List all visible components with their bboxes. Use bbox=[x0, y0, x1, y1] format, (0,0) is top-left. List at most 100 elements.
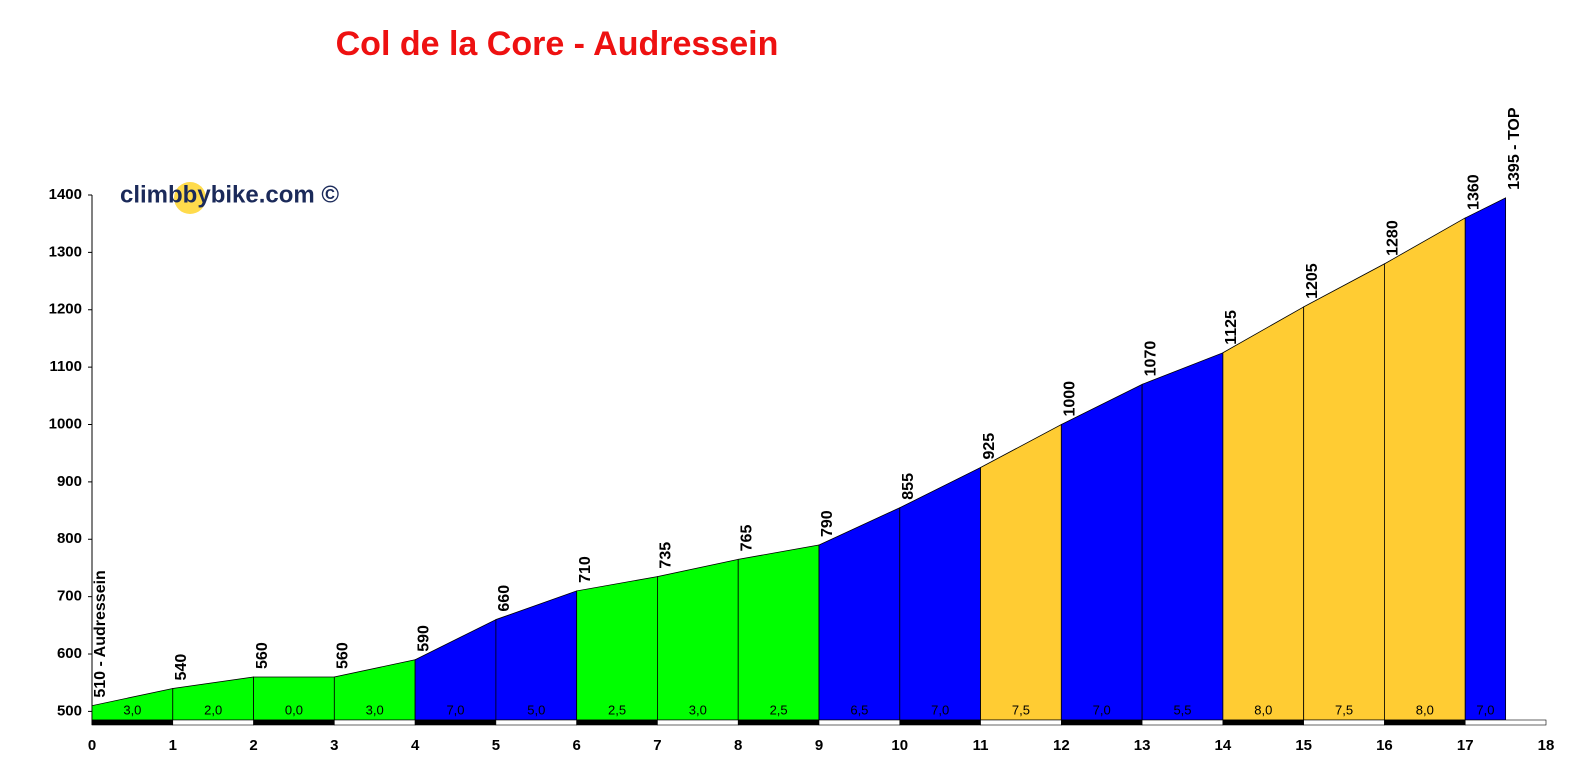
x-tick-label: 2 bbox=[249, 737, 257, 754]
gradient-label: 2,5 bbox=[770, 702, 788, 717]
profile-segment bbox=[1303, 263, 1385, 721]
x-tick-label: 6 bbox=[572, 737, 580, 754]
km-strip bbox=[1061, 719, 1143, 726]
gradient-label: 7,0 bbox=[1476, 702, 1494, 717]
km-strip bbox=[253, 719, 335, 726]
y-tick-label: 700 bbox=[57, 588, 82, 605]
elevation-label: 925 bbox=[981, 433, 998, 460]
km-strip bbox=[737, 719, 820, 726]
km-strip bbox=[1384, 719, 1466, 726]
x-tick-label: 9 bbox=[815, 737, 823, 754]
gradient-label: 7,0 bbox=[1093, 702, 1111, 717]
x-tick-label: 16 bbox=[1376, 737, 1393, 754]
km-strip bbox=[899, 719, 981, 726]
km-strip bbox=[1141, 719, 1224, 726]
x-tick-label: 7 bbox=[653, 737, 661, 754]
profile-segment bbox=[576, 576, 658, 721]
km-strip bbox=[414, 719, 497, 726]
profile-segment bbox=[737, 544, 820, 721]
x-tick-label: 11 bbox=[973, 737, 989, 754]
gradient-label: 0,0 bbox=[285, 702, 303, 717]
km-strip bbox=[172, 719, 254, 726]
chart-title: Col de la Core - Audressein bbox=[336, 25, 779, 63]
profile-segment bbox=[1141, 352, 1224, 721]
y-tick-label: 1100 bbox=[49, 358, 82, 375]
gradient-label: 3,0 bbox=[689, 702, 707, 717]
x-tick-label: 13 bbox=[1134, 737, 1151, 754]
gradient-label: 2,0 bbox=[204, 702, 222, 717]
y-tick-label: 1200 bbox=[49, 301, 82, 318]
gradient-label: 8,0 bbox=[1416, 702, 1434, 717]
elevation-label: 765 bbox=[738, 525, 755, 552]
y-tick-label: 500 bbox=[57, 702, 82, 719]
km-strip bbox=[495, 719, 577, 726]
km-strip bbox=[1222, 719, 1304, 726]
elevation-label: 710 bbox=[577, 556, 594, 583]
y-tick-label: 1000 bbox=[49, 415, 82, 432]
gradient-label: 7,0 bbox=[931, 702, 949, 717]
km-strip bbox=[657, 719, 739, 726]
km-strip bbox=[91, 719, 174, 726]
gradient-label: 7,5 bbox=[1335, 702, 1353, 717]
elevation-label: 560 bbox=[254, 642, 271, 669]
profile-segment bbox=[980, 423, 1062, 721]
km-strip bbox=[334, 719, 416, 726]
elevation-label: 735 bbox=[658, 542, 675, 569]
elevation-label: 1360 bbox=[1465, 174, 1482, 210]
y-tick-label: 900 bbox=[57, 473, 82, 490]
gradient-label: 7,0 bbox=[446, 702, 464, 717]
x-tick-label: 4 bbox=[411, 737, 420, 754]
elevation-label: 510 - Audressein bbox=[92, 570, 109, 697]
elevation-label: 1205 bbox=[1304, 263, 1321, 299]
y-tick-label: 1400 bbox=[49, 186, 82, 203]
x-tick-label: 10 bbox=[891, 737, 908, 754]
y-tick-label: 600 bbox=[57, 645, 82, 662]
logo-sun bbox=[174, 182, 206, 214]
profile-segment bbox=[818, 507, 901, 721]
km-strip bbox=[818, 719, 901, 726]
x-tick-label: 18 bbox=[1538, 737, 1555, 754]
x-tick-label: 15 bbox=[1295, 737, 1312, 754]
x-tick-label: 8 bbox=[734, 737, 742, 754]
profile-segment bbox=[899, 466, 981, 721]
gradient-label: 5,5 bbox=[1173, 702, 1191, 717]
x-tick-label: 12 bbox=[1053, 737, 1070, 754]
x-tick-label: 5 bbox=[492, 737, 500, 754]
km-strip bbox=[576, 719, 658, 726]
elevation-label: 1395 - TOP bbox=[1506, 107, 1523, 190]
elevation-label: 855 bbox=[900, 473, 917, 500]
gradient-label: 2,5 bbox=[608, 702, 626, 717]
x-tick-label: 17 bbox=[1457, 737, 1474, 754]
elevation-label: 1280 bbox=[1385, 220, 1402, 256]
km-strip bbox=[980, 719, 1062, 726]
x-tick-label: 0 bbox=[88, 737, 96, 754]
x-tick-label: 1 bbox=[169, 737, 177, 754]
elevation-label: 660 bbox=[496, 585, 513, 612]
elevation-label: 790 bbox=[819, 510, 836, 537]
profile-segment bbox=[1060, 383, 1143, 721]
km-strip bbox=[1464, 719, 1547, 726]
gradient-label: 3,0 bbox=[366, 702, 384, 717]
gradient-label: 8,0 bbox=[1254, 702, 1272, 717]
elevation-label: 540 bbox=[173, 654, 190, 681]
y-tick-label: 800 bbox=[57, 530, 82, 547]
gradient-label: 5,0 bbox=[527, 702, 545, 717]
x-tick-label: 14 bbox=[1215, 737, 1232, 754]
elevation-label: 560 bbox=[335, 642, 352, 669]
gradient-label: 7,5 bbox=[1012, 702, 1030, 717]
profile-segment bbox=[1384, 217, 1466, 721]
watermark: climbbybike.com © bbox=[120, 181, 339, 208]
elevation-label: 1125 bbox=[1223, 310, 1240, 345]
profile-segment bbox=[657, 558, 739, 721]
profile-segment bbox=[1222, 306, 1305, 721]
y-tick-label: 1300 bbox=[49, 243, 82, 260]
profile-segment bbox=[1464, 197, 1507, 721]
gradient-label: 6,5 bbox=[850, 702, 868, 717]
x-tick-label: 3 bbox=[330, 737, 338, 754]
elevation-label: 590 bbox=[415, 625, 432, 652]
elevation-label: 1000 bbox=[1062, 381, 1079, 417]
elevation-label: 1070 bbox=[1142, 341, 1159, 377]
gradient-label: 3,0 bbox=[123, 702, 141, 717]
km-strip bbox=[1303, 719, 1385, 726]
